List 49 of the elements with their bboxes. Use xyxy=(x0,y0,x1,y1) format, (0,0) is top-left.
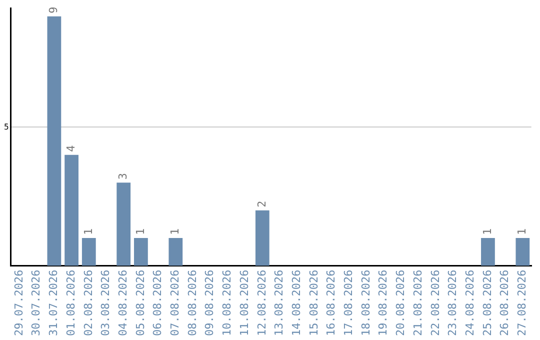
bar xyxy=(134,238,148,266)
x-tick-label: 22.08.2026 xyxy=(428,270,442,336)
x-tick-label: 04.08.2026 xyxy=(116,270,130,336)
x-tick-label: 07.08.2026 xyxy=(168,270,182,336)
x-tick-label: 25.08.2026 xyxy=(480,270,494,336)
data-label: 1 xyxy=(82,228,95,236)
bar xyxy=(64,154,78,266)
y-tick-label: 5 xyxy=(4,122,9,132)
x-tick-label: 18.08.2026 xyxy=(359,270,372,336)
data-label: 2 xyxy=(255,200,268,208)
x-tick-label: 05.08.2026 xyxy=(134,270,147,336)
x-tick-label: 23.08.2026 xyxy=(446,270,460,336)
x-tick-label: 09.08.2026 xyxy=(203,270,216,336)
x-tick-label: 06.08.2026 xyxy=(151,270,164,336)
bar xyxy=(82,238,96,266)
data-label: 9 xyxy=(47,6,60,14)
x-tick-label: 24.08.2026 xyxy=(463,270,476,336)
x-tick-label: 16.08.2026 xyxy=(324,270,338,336)
x-tick-label: 30.07.2026 xyxy=(30,270,43,336)
data-label: 1 xyxy=(480,228,494,236)
x-tick-label: 08.08.2026 xyxy=(186,270,199,336)
x-tick-label: 21.08.2026 xyxy=(411,270,424,336)
x-tick-label: 13.08.2026 xyxy=(272,270,286,336)
x-tick-label: 14.08.2026 xyxy=(290,270,303,336)
x-tick-label: 31.07.2026 xyxy=(47,270,60,336)
x-tick-label: 27.08.2026 xyxy=(516,270,529,336)
bar xyxy=(47,16,62,266)
x-tick-label: 26.08.2026 xyxy=(498,270,512,336)
x-tick-label: 15.08.2026 xyxy=(307,270,320,336)
data-label: 1 xyxy=(134,228,147,236)
x-tick-label: 29.07.2026 xyxy=(12,270,26,336)
x-tick-label: 20.08.2026 xyxy=(394,270,408,336)
bar xyxy=(116,182,131,266)
bar xyxy=(481,238,495,266)
data-label: 1 xyxy=(168,228,182,236)
x-tick-label: 03.08.2026 xyxy=(99,270,112,336)
bar xyxy=(255,210,270,266)
data-label: 3 xyxy=(116,172,130,180)
bar xyxy=(516,238,530,266)
x-tick-label: 01.08.2026 xyxy=(64,270,78,336)
x-tick-label: 10.08.2026 xyxy=(220,270,234,336)
x-tick-label: 17.08.2026 xyxy=(342,270,356,336)
x-tick-label: 02.08.2026 xyxy=(82,270,95,336)
data-label: 1 xyxy=(516,228,529,236)
bar xyxy=(168,238,183,266)
data-label: 4 xyxy=(64,144,78,152)
x-tick-label: 19.08.2026 xyxy=(376,270,390,336)
x-tick-label: 12.08.2026 xyxy=(255,270,268,336)
x-tick-label: 11.08.2026 xyxy=(238,270,251,336)
